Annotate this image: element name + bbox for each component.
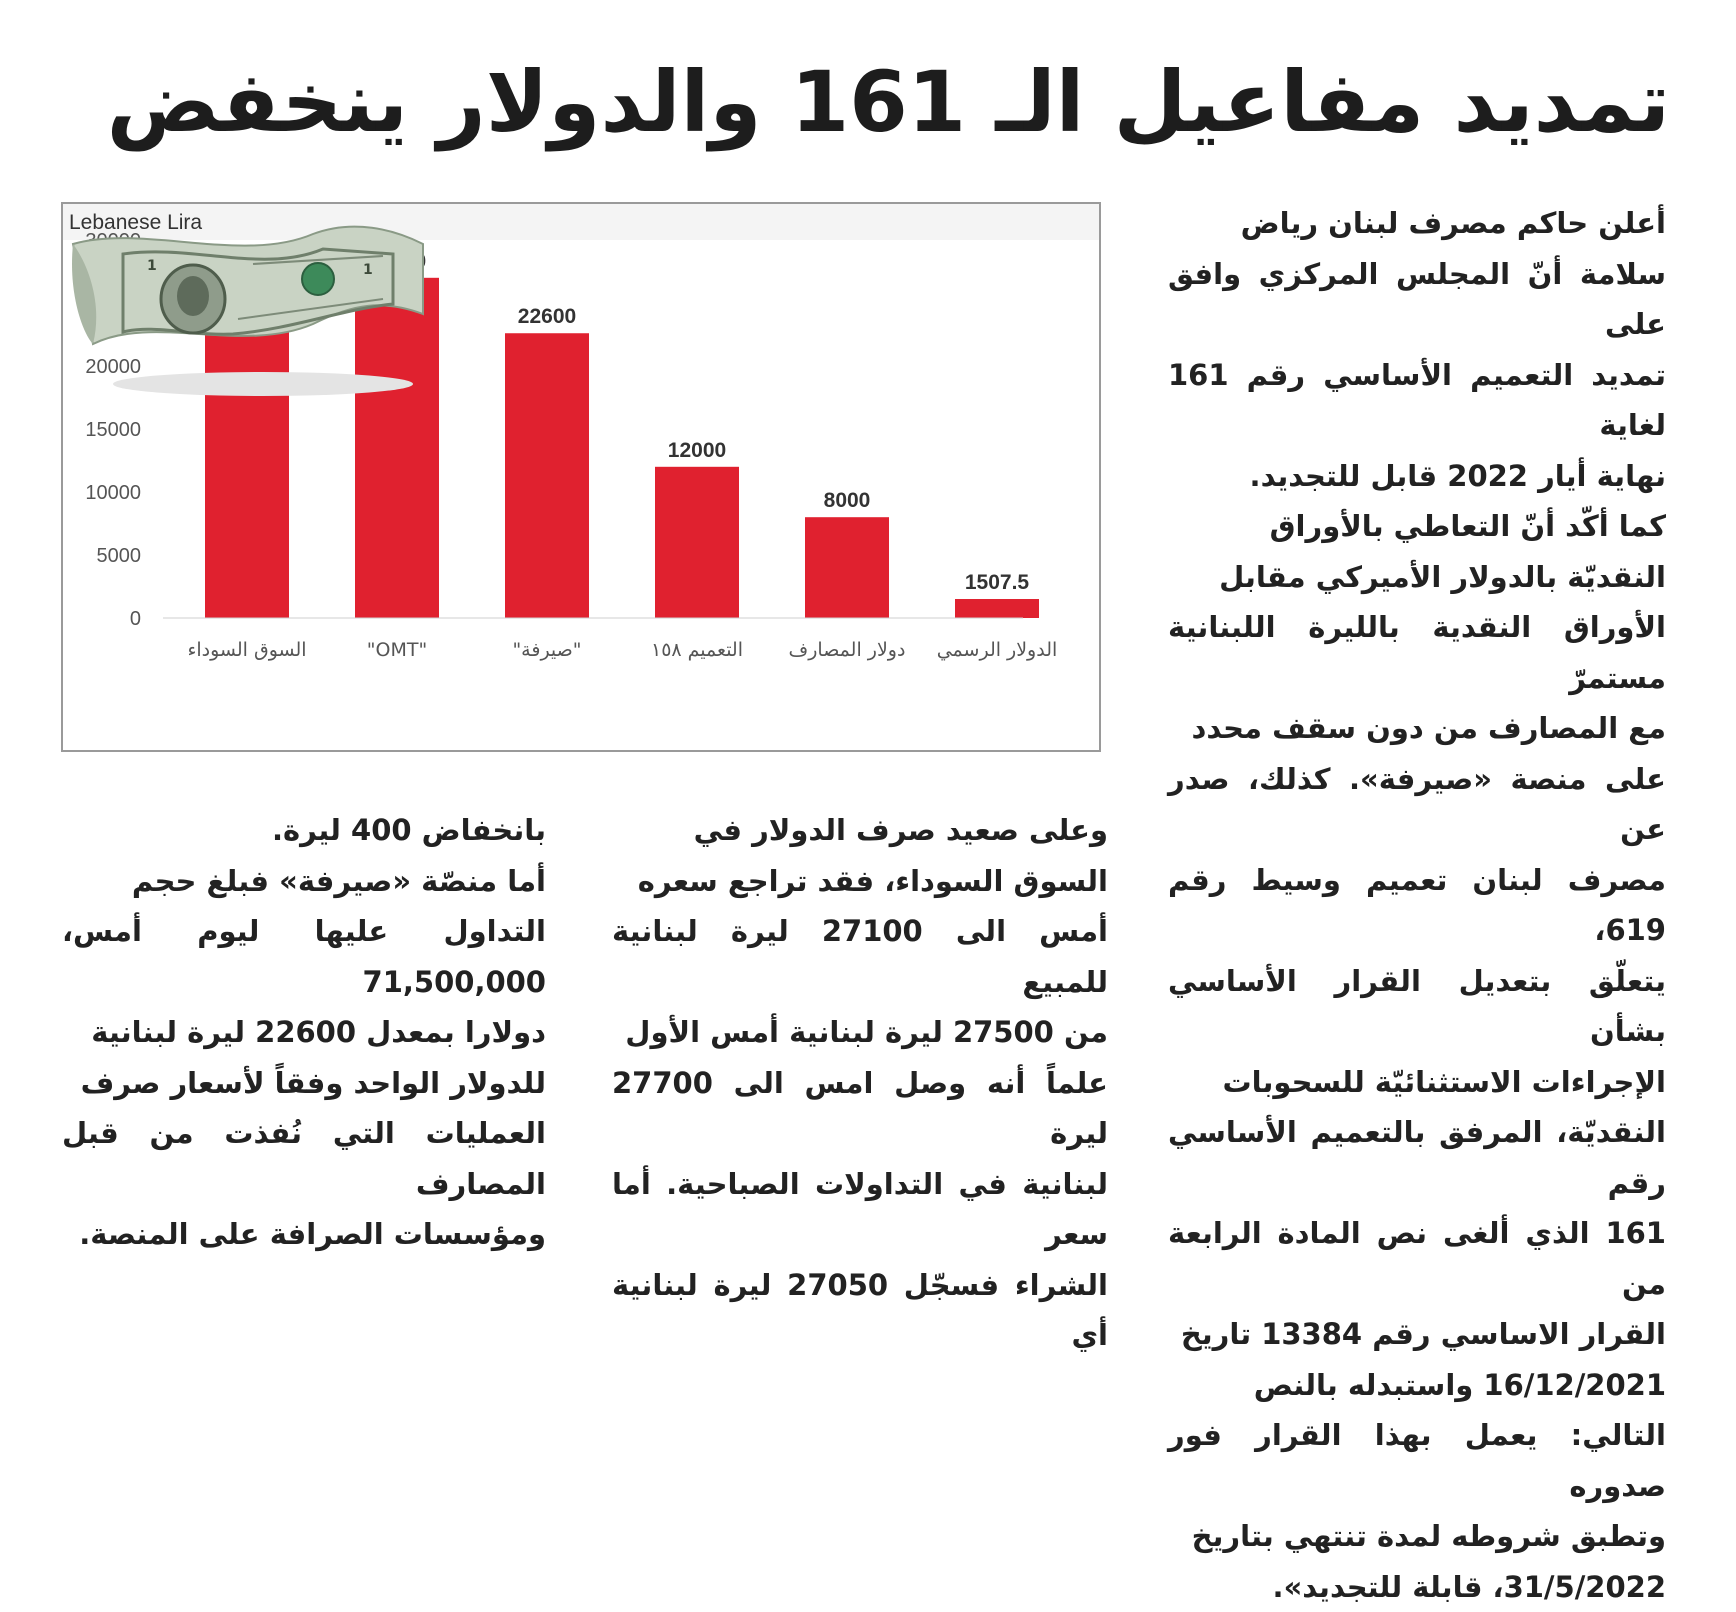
chart-title-bar: [63, 204, 1099, 240]
x-axis-category-labels: السوق السوداء "OMT" "صيرفة" التعميم ١٥٨ دولا…: [187, 639, 1057, 661]
bar-chart: Lebanese Lira 05000100001500020000250003…: [61, 202, 1101, 752]
x-category-label-5: الدولار الرسمي: [937, 639, 1058, 661]
x-category-label-1: "OMT": [367, 639, 427, 661]
bar-2: [505, 333, 589, 618]
article-column-middle: وعلى صعيد صرف الدولار في السوق السوداء، …: [612, 813, 1108, 1352]
headline: تمديد مفاعيل الـ 161 والدولار ينخفض: [106, 53, 1671, 151]
bar-1: [355, 277, 439, 618]
y-tick-label-2: 10000: [85, 482, 141, 504]
article-column-right: أعلن حاكم مصرف لبنان رياض سلامة أنّ المج…: [1168, 206, 1666, 1604]
bar-value-label-4: 8000: [824, 489, 871, 512]
article-column-left: بانخفاض 400 ليرة. أما منصّة «صيرفة» فبلغ…: [62, 813, 546, 1251]
bars: [205, 276, 1039, 618]
y-tick-label-1: 5000: [97, 545, 142, 567]
bar-value-label-2: 22600: [518, 305, 576, 328]
chart-title: Lebanese Lira: [69, 211, 202, 234]
x-category-label-3: التعميم ١٥٨: [651, 639, 743, 661]
x-category-label-2: "صيرفة": [512, 639, 581, 661]
svg-text:1: 1: [147, 258, 157, 274]
bar-5: [955, 599, 1039, 618]
svg-text:1: 1: [363, 262, 373, 278]
x-category-label-4: دولار المصارف: [789, 639, 906, 661]
y-tick-label-4: 20000: [85, 356, 141, 378]
bar-value-label-5: 1507.5: [965, 571, 1030, 594]
y-tick-label-3: 15000: [85, 419, 141, 441]
bar-4: [805, 517, 889, 618]
bar-value-label-3: 12000: [668, 439, 726, 462]
bar-3: [655, 466, 739, 618]
x-category-label-0: السوق السوداء: [187, 639, 306, 661]
dollar-bill-image: 1 1: [71, 225, 424, 396]
y-tick-label-0: 0: [130, 608, 141, 630]
